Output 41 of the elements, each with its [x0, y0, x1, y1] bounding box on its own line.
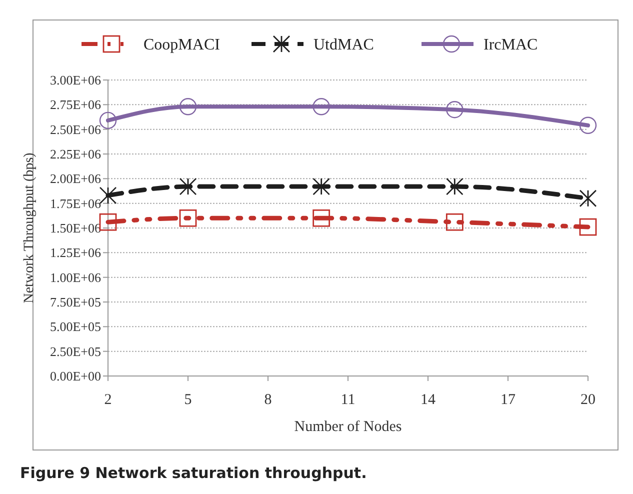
- point: [99, 213, 117, 231]
- y-tick-label: 2.75E+06: [50, 97, 102, 112]
- y-tick-label: 2.50E+06: [50, 122, 102, 137]
- point: [179, 178, 197, 196]
- point: [446, 178, 464, 196]
- y-tick-label: 1.75E+06: [50, 196, 102, 211]
- point: [312, 98, 330, 116]
- x-axis-title: Number of Nodes: [294, 419, 402, 435]
- point: [579, 190, 597, 208]
- y-tick-label: 1.00E+06: [50, 270, 102, 285]
- x-tick-label: 8: [264, 392, 272, 408]
- y-tick-label: 0.00E+00: [50, 368, 101, 384]
- x-tick-label: 17: [500, 392, 516, 408]
- legend-label: IrcMAC: [484, 36, 538, 54]
- y-tick-label: 2.50E+05: [50, 344, 101, 359]
- x-tick-label: 20: [580, 392, 596, 408]
- y-tick-label: 2.00E+06: [50, 171, 102, 186]
- x-tick-label: 14: [420, 392, 436, 408]
- point: [312, 209, 330, 227]
- x-tick-label: 5: [184, 392, 192, 408]
- point: [99, 112, 117, 130]
- point: [179, 98, 197, 116]
- y-tick-label: 1.50E+06: [50, 220, 102, 236]
- y-tick-label: 2.25E+06: [50, 146, 102, 162]
- y-tick-label: 5.00E+05: [50, 319, 101, 334]
- caption: Figure 9 Network saturation throughput.: [20, 464, 367, 482]
- point: [99, 186, 117, 204]
- y-tick-label: 7.50E+05: [50, 294, 101, 310]
- point: [579, 116, 597, 134]
- point: [446, 101, 464, 118]
- y-axis-title: Network Throughput (bps): [22, 152, 37, 304]
- x-tick-label: 2: [104, 392, 112, 408]
- point: [179, 209, 197, 227]
- point: [446, 213, 464, 231]
- y-tick-label: 3.00E+06: [50, 72, 102, 88]
- y-tick-label: 1.25E+06: [50, 245, 102, 260]
- point: [579, 218, 597, 236]
- x-tick-label: 11: [340, 392, 356, 408]
- legend-label: CoopMACI: [144, 36, 220, 54]
- point: [312, 178, 330, 196]
- legend-label: UtdMAC: [314, 36, 374, 54]
